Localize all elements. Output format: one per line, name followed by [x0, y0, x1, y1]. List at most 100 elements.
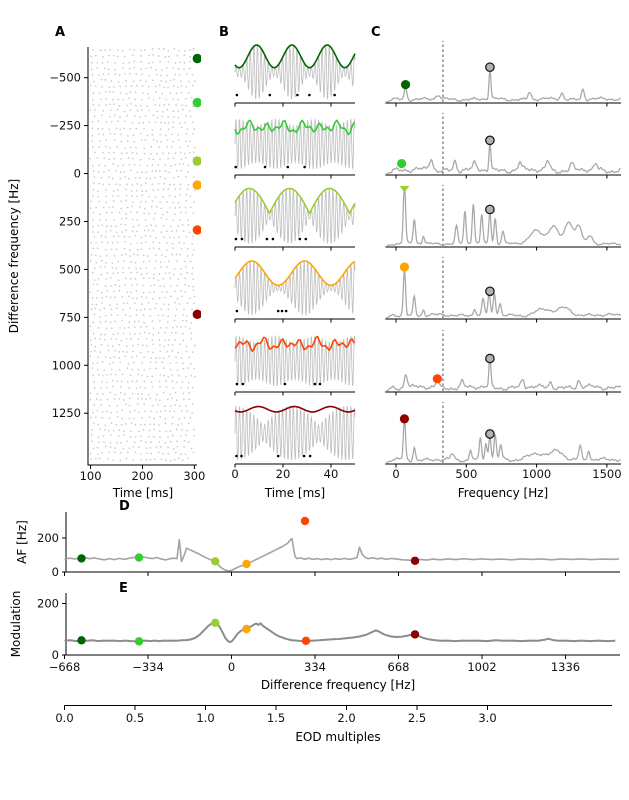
eod-circle-marker [485, 353, 495, 364]
panel-e-xtick-label: −334 [132, 660, 164, 674]
eod-tick-label: 2.5 [408, 711, 426, 725]
spike-dot [235, 454, 238, 458]
panel-c-row [384, 402, 621, 468]
eod-circle-marker [485, 135, 495, 146]
eod-tick-label: 1.0 [196, 711, 214, 725]
carrier-waveform [234, 259, 356, 317]
panel-e-xtick-label: 334 [304, 660, 326, 674]
spike-dot [235, 309, 239, 313]
carrier-waveform [234, 188, 356, 245]
sample-dot [77, 636, 86, 645]
darkred-dot [399, 414, 410, 424]
panel-b-xtick-label: 40 [324, 467, 339, 481]
panel-a-ytick-label: 500 [59, 262, 81, 276]
darkgreen-dot [400, 79, 411, 90]
panel-e-label: E [119, 581, 128, 596]
spike-dot [234, 165, 238, 169]
spike-dot [308, 93, 311, 97]
panel-e-xtick-label: 0 [228, 660, 235, 674]
orange-dot [399, 262, 410, 272]
spike-dot [235, 382, 239, 386]
eod-circle-marker [485, 429, 495, 439]
sample-dot [211, 618, 220, 628]
envelope-line [234, 335, 355, 352]
spike-dot [286, 165, 290, 169]
panel-a-ytick-label: 1000 [52, 358, 81, 372]
panel-a-ytick-label: 750 [59, 310, 81, 324]
spike-dot [304, 237, 308, 241]
spectrum-line [384, 188, 621, 248]
panel-a-ytick-label: 250 [59, 214, 81, 228]
panel-b-label: B [219, 25, 229, 40]
panel-d-ytick-label: 200 [37, 531, 59, 545]
spike-dot [284, 309, 288, 313]
triangle-marker [399, 186, 410, 193]
sample-dot [211, 557, 220, 566]
spike-dot [241, 382, 245, 386]
carrier-waveform [234, 405, 356, 461]
panel-b-xtick-label: 0 [231, 467, 238, 481]
spike-dot [240, 237, 244, 241]
spike-dot [268, 93, 272, 97]
orange-dot [192, 180, 201, 190]
spike-dot [283, 382, 287, 386]
panel-e-xtick-label: 668 [388, 660, 410, 674]
panel-a-ytick-label: 1250 [52, 406, 81, 420]
envelope-line [234, 405, 356, 413]
panel-c-xtick-label: 500 [455, 467, 477, 481]
panel-c-row [384, 113, 621, 179]
sample-dot [77, 554, 86, 563]
eod-circle-marker [485, 62, 495, 73]
envelope-line [234, 187, 356, 215]
panel-b-row [234, 44, 356, 107]
spike-dot [235, 93, 239, 97]
spectrum-line [384, 143, 621, 176]
sample-dot [242, 624, 251, 634]
spike-dot [280, 309, 284, 313]
panel-b-row [234, 259, 356, 323]
panel-a-xtick-label: 300 [183, 469, 205, 483]
panel-a-xtick-label: 100 [80, 469, 102, 483]
panel-d-label: D [119, 499, 130, 514]
panel-a-label: A [55, 25, 66, 40]
spike-dot [296, 93, 299, 97]
panel-e-ylabel: Modulation [9, 590, 23, 658]
panel-a-ylabel: Difference frequency [Hz] [7, 178, 21, 334]
spike-dot [302, 454, 306, 458]
panel-c-xtick-label: 1000 [522, 467, 551, 481]
spike-dot [313, 382, 317, 386]
spike-dot [308, 454, 312, 458]
sample-dot [134, 553, 144, 562]
panel-a-xlabel: Time [ms] [112, 486, 174, 500]
panel-c-xtick-label: 1500 [592, 467, 621, 481]
panel-e-xlabel: Difference frequency [Hz] [260, 678, 416, 692]
darkred-dot [192, 309, 201, 319]
panel-d-spines [65, 512, 620, 573]
panel-d-ylabel: AF [Hz] [15, 520, 29, 564]
eod-circle-marker [485, 204, 495, 215]
panel-b-row [234, 118, 356, 179]
panel-c-label: C [371, 25, 381, 40]
panel-c-row [384, 330, 622, 396]
spike-dot [298, 237, 302, 241]
panel-e [62, 593, 620, 659]
eod-tick-label: 0.0 [55, 711, 73, 725]
envelope-line [234, 119, 355, 136]
limegreen-dot [192, 97, 201, 108]
carrier-waveform [234, 44, 356, 100]
panel-a-ytick-label: 0 [74, 167, 81, 181]
panel-c-xlabel: Frequency [Hz] [457, 486, 549, 500]
eod-axis [64, 705, 612, 710]
spike-dot [303, 165, 306, 169]
panel-e-line [64, 621, 616, 644]
spectrum-line [384, 356, 622, 393]
carrier-waveform [234, 118, 356, 170]
panel-d-line [64, 537, 620, 572]
panel-c-row [384, 41, 621, 107]
spike-dot [318, 382, 322, 386]
panel-c-row [384, 185, 621, 251]
spike-dot [265, 237, 269, 241]
panel-b-row [234, 405, 356, 468]
panel-a-spines [87, 47, 197, 466]
